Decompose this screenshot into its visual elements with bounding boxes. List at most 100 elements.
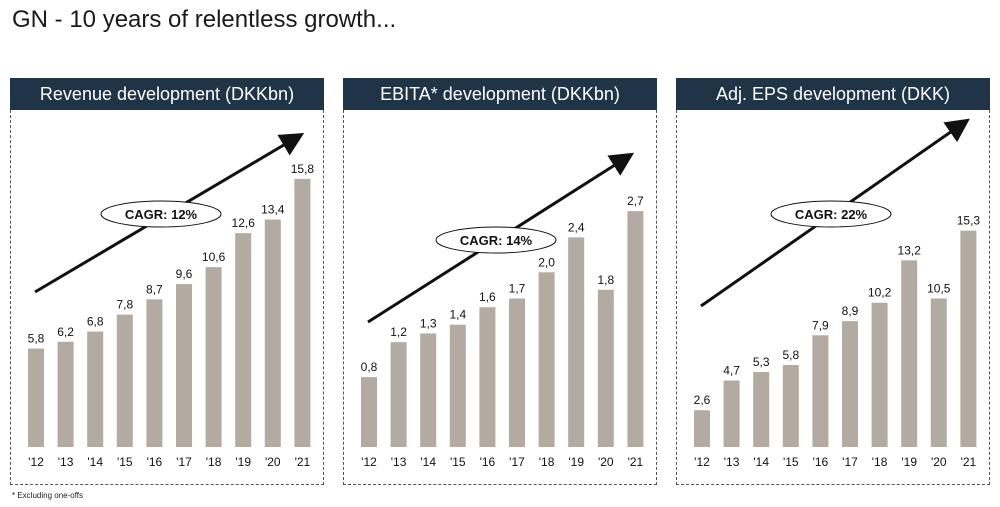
x-tick-label: '18 (539, 455, 555, 469)
bar (449, 324, 466, 447)
data-label: 5,8 (782, 348, 799, 362)
chart-panel-revenue: Revenue development (DKKbn) 5,8 '12 6,2 '13… (10, 78, 324, 485)
data-label: 1,3 (420, 316, 437, 330)
data-label: 0,8 (361, 360, 378, 374)
data-label: 4,7 (723, 364, 740, 378)
bar (294, 178, 311, 447)
chart-title: EBITA* development (DKKbn) (343, 78, 657, 110)
x-tick-label: '21 (628, 455, 644, 469)
x-tick-label: '18 (872, 455, 888, 469)
data-label: 1,2 (390, 325, 407, 339)
x-tick-label: '12 (28, 455, 44, 469)
x-tick-label: '19 (901, 455, 917, 469)
bar (235, 233, 252, 447)
bar (479, 307, 496, 447)
bar (930, 298, 947, 447)
data-label: 1,8 (597, 273, 614, 287)
x-tick-label: '17 (176, 455, 192, 469)
x-tick-label: '12 (361, 455, 377, 469)
bar (390, 342, 407, 447)
data-label: 6,2 (57, 325, 74, 339)
data-label: 15,3 (957, 214, 981, 228)
x-tick-label: '13 (391, 455, 407, 469)
data-label: 12,6 (232, 216, 256, 230)
cagr-ellipse (435, 226, 557, 254)
cagr-label: CAGR: 22% (795, 207, 868, 222)
chart-svg: 5,8 '12 6,2 '13 6,8 '14 7,8 '15 8,7 '16 9,6 '17 10,6… (28, 132, 315, 469)
bar (538, 272, 555, 447)
x-tick-label: '13 (724, 455, 740, 469)
data-label: 10,6 (202, 250, 226, 264)
chart-area: 2,6 '12 4,7 '13 5,3 '14 5,8 '15 7,9 '16 8,9 '17 10,2… (676, 110, 990, 485)
x-tick-label: '14 (420, 455, 436, 469)
page-title: GN - 10 years of relentless growth... (12, 6, 397, 33)
bar (901, 260, 918, 447)
data-label: 6,8 (87, 315, 104, 329)
x-tick-label: '16 (480, 455, 496, 469)
chart-panel-ebita: EBITA* development (DKKbn) 0,8 '12 1,2 '13 1… (343, 78, 657, 485)
chart-area: 0,8 '12 1,2 '13 1,3 '14 1,4 '15 1,6 '16 1,7 '17 2,0 '… (343, 110, 657, 485)
x-tick-label: '19 (568, 455, 584, 469)
data-label: 2,0 (538, 255, 555, 269)
data-label: 1,6 (479, 290, 496, 304)
data-label: 10,5 (927, 282, 951, 296)
bar (597, 289, 614, 447)
x-tick-label: '21 (961, 455, 977, 469)
data-label: 7,8 (116, 298, 133, 312)
x-tick-label: '16 (813, 455, 829, 469)
data-label: 5,8 (28, 332, 45, 346)
data-label: 5,3 (753, 355, 770, 369)
chart-area: 5,8 '12 6,2 '13 6,8 '14 7,8 '15 8,7 '16 9,6 '17 10,6… (10, 110, 324, 485)
bar (509, 298, 525, 447)
bar (57, 341, 74, 447)
x-tick-label: '20 (598, 455, 614, 469)
x-tick-label: '12 (694, 455, 710, 469)
x-tick-label: '13 (58, 455, 74, 469)
cagr-label: CAGR: 14% (460, 233, 533, 248)
x-tick-label: '17 (842, 455, 858, 469)
bar (871, 302, 888, 447)
cagr-ellipse (770, 200, 892, 228)
data-label: 8,7 (146, 282, 163, 296)
footnote: * Excluding one-offs (12, 491, 84, 500)
bar (842, 321, 858, 447)
bar (627, 211, 644, 447)
cagr-ellipse (100, 200, 222, 228)
data-label: 2,6 (694, 393, 711, 407)
bar (87, 331, 104, 447)
x-tick-label: '15 (117, 455, 133, 469)
data-label: 8,9 (842, 304, 859, 318)
data-label: 10,2 (868, 286, 892, 300)
data-label: 9,6 (176, 267, 193, 281)
bar (361, 377, 377, 447)
chart-panel-eps: Adj. EPS development (DKK) 2,6 '12 4,7 '13 5… (676, 78, 990, 485)
chart-title: Adj. EPS development (DKK) (676, 78, 990, 110)
x-tick-label: '20 (265, 455, 281, 469)
bar (176, 284, 192, 447)
data-label: 2,4 (568, 220, 585, 234)
cagr-label: CAGR: 12% (125, 207, 198, 222)
bar (782, 364, 799, 447)
x-tick-label: '19 (235, 455, 251, 469)
x-tick-label: '16 (147, 455, 163, 469)
x-tick-label: '21 (295, 455, 311, 469)
bar (812, 335, 829, 447)
data-label: 13,2 (898, 243, 922, 257)
chart-svg: 2,6 '12 4,7 '13 5,3 '14 5,8 '15 7,9 '16 8,9 '17 10,2… (694, 118, 981, 469)
data-label: 1,4 (449, 308, 466, 322)
bar (694, 410, 710, 447)
data-label: 7,9 (812, 318, 829, 332)
bar (723, 380, 740, 447)
x-tick-label: '17 (509, 455, 525, 469)
bar (420, 333, 437, 447)
bar (753, 372, 770, 447)
chart-svg: 0,8 '12 1,2 '13 1,3 '14 1,4 '15 1,6 '16 1,7 '17 2,0 '… (361, 152, 644, 469)
x-tick-label: '14 (87, 455, 103, 469)
x-tick-label: '20 (931, 455, 947, 469)
data-label: 2,7 (627, 194, 644, 208)
x-tick-label: '15 (450, 455, 466, 469)
x-tick-label: '14 (753, 455, 769, 469)
bar (960, 230, 977, 447)
data-label: 15,8 (291, 162, 315, 176)
bar (568, 237, 585, 447)
